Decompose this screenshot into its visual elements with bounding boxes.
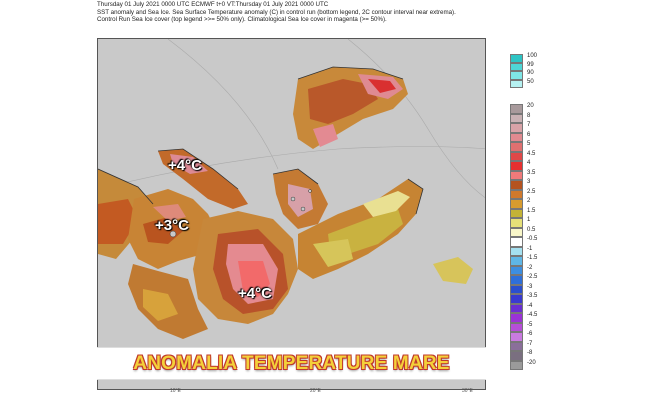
legend-swatch — [510, 294, 523, 304]
legend-swatch — [510, 360, 523, 370]
legend-swatch — [510, 180, 523, 190]
legend-label: 4 — [527, 160, 531, 166]
legend-swatch — [510, 170, 523, 180]
legend-swatch — [510, 208, 523, 218]
legend-swatch — [510, 332, 523, 342]
legend-label: -3.5 — [527, 293, 538, 299]
legend-swatch — [510, 132, 523, 142]
legend-swatch — [510, 313, 523, 323]
sst-anomaly-map: +4°C +3°C +4°C — [97, 38, 486, 390]
legend-swatch — [510, 275, 523, 285]
anomaly-label-adriatic: +4°C — [168, 157, 202, 174]
sst-anomaly-legend — [510, 104, 523, 370]
lon-label-10e: 10°E — [170, 388, 181, 394]
legend-label: 2 — [527, 198, 531, 204]
lon-label-30e: 30°E — [462, 388, 473, 394]
legend-label: -6 — [527, 331, 533, 337]
legend-label: -1.5 — [527, 255, 538, 261]
header-line-3: Control Run Sea Ice cover (top legend >>… — [97, 16, 387, 23]
legend-label: 6 — [527, 131, 531, 138]
legend-swatch — [510, 341, 523, 351]
legend-swatch — [510, 79, 523, 88]
legend-label: 3 — [527, 179, 531, 185]
anomaly-label-tyrrhenian: +3°C — [155, 217, 189, 234]
legend-swatch — [510, 104, 523, 114]
legend-label: -2.5 — [527, 274, 538, 280]
legend-swatch — [510, 161, 523, 171]
anomaly-label-ionian: +4°C — [238, 285, 272, 302]
legend-label: 1 — [527, 217, 531, 223]
legend-label: -2 — [527, 264, 533, 271]
legend-swatch — [510, 227, 523, 237]
legend-label: -8 — [527, 350, 533, 356]
legend-label: 2.5 — [527, 188, 536, 195]
legend-label: -5 — [527, 321, 533, 328]
legend-label: 5 — [527, 141, 531, 147]
legend-label: 20 — [527, 103, 534, 109]
legend-label: -1 — [527, 245, 533, 252]
legend-label: -3 — [527, 283, 533, 290]
sea-ice-legend — [510, 54, 523, 88]
legend-swatch — [510, 303, 523, 313]
legend-label: -20 — [527, 359, 536, 366]
legend-label: 99 — [527, 61, 534, 68]
legend-swatch — [510, 237, 523, 247]
legend-swatch — [510, 256, 523, 266]
lon-label-20e: 20°E — [310, 388, 321, 394]
legend-swatch — [510, 123, 523, 133]
legend-label: 7 — [527, 122, 531, 128]
legend-swatch — [510, 54, 523, 63]
legend-swatch — [510, 265, 523, 275]
legend-swatch — [510, 142, 523, 152]
header-line-2: SST anomaly and Sea Ice. Sea Surface Tem… — [97, 8, 456, 16]
legend-swatch — [510, 151, 523, 161]
legend-swatch — [510, 189, 523, 199]
legend-swatch — [510, 246, 523, 256]
legend-swatch — [510, 113, 523, 123]
legend-label: -7 — [527, 340, 533, 347]
title-banner: ANOMALIA TEMPERATURE MARE — [97, 347, 486, 380]
header-line-1: Thursday 01 July 2021 0000 UTC ECMWF t+0… — [97, 1, 329, 8]
legend-swatch — [510, 199, 523, 209]
legend-swatch — [510, 71, 523, 80]
legend-label: 100 — [527, 53, 538, 59]
legend-swatch — [510, 284, 523, 294]
legend-label: 0.5 — [527, 226, 536, 233]
legend-label: 1.5 — [527, 207, 536, 214]
map-canvas — [98, 39, 485, 339]
legend-label: 3.5 — [527, 169, 536, 176]
legend-swatch — [510, 351, 523, 361]
legend-label: 4.5 — [527, 150, 536, 157]
legend-swatch — [510, 218, 523, 228]
legend-label: -4.5 — [527, 312, 538, 318]
legend-label: -4 — [527, 302, 533, 309]
legend-label: 8 — [527, 112, 531, 119]
legend-label: 50 — [527, 78, 534, 85]
legend-label: -0.5 — [527, 236, 538, 242]
legend-label: 90 — [527, 70, 534, 76]
legend-swatch — [510, 62, 523, 71]
banner-text: ANOMALIA TEMPERATURE MARE — [133, 352, 450, 374]
legend-swatch — [510, 322, 523, 332]
